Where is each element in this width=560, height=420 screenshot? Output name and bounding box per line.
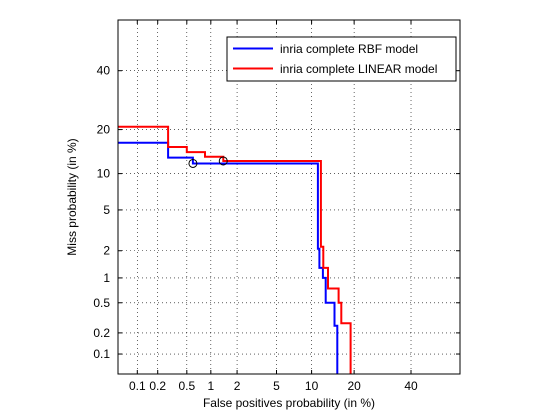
- x-tick-label: 40: [404, 379, 418, 393]
- series-line-linear: [118, 125, 352, 374]
- series-line-rbf: [118, 141, 339, 374]
- y-tick-label: 1: [103, 271, 110, 285]
- y-tick-label: 2: [103, 244, 110, 258]
- series-layer: [118, 125, 352, 374]
- legend-box: [226, 36, 457, 82]
- x-tick-label: 0.1: [129, 379, 146, 393]
- y-axis-label: Miss probability (in %): [65, 138, 79, 255]
- x-tick-label: 0.2: [149, 379, 166, 393]
- x-axis-label: False positives probability (in %): [203, 396, 375, 410]
- y-tick-label: 0.1: [93, 347, 110, 361]
- y-tick-label: 0.2: [93, 326, 110, 340]
- grid-lines: [118, 20, 460, 374]
- y-tick-label: 5: [103, 203, 110, 217]
- operating-point-marker-linear: [218, 156, 228, 166]
- y-tick-label: 40: [97, 64, 111, 78]
- plot-frame: [117, 19, 461, 375]
- x-tick-label: 5: [273, 379, 280, 393]
- x-tick-label: 1: [207, 379, 214, 393]
- x-tick-label: 10: [305, 379, 319, 393]
- y-tick-label: 0.5: [93, 296, 110, 310]
- y-tick-label: 10: [97, 167, 111, 181]
- x-tick-label: 2: [234, 379, 241, 393]
- legend: inria complete RBF model inria complete …: [226, 36, 457, 82]
- legend-label-linear: inria complete LINEAR model: [280, 62, 437, 76]
- operating-point-marker-rbf: [188, 158, 198, 168]
- legend-label-rbf: inria complete RBF model: [280, 42, 418, 56]
- y-tick-label: 20: [97, 123, 111, 137]
- x-tick-label: 0.5: [178, 379, 195, 393]
- x-tick-label: 20: [347, 379, 361, 393]
